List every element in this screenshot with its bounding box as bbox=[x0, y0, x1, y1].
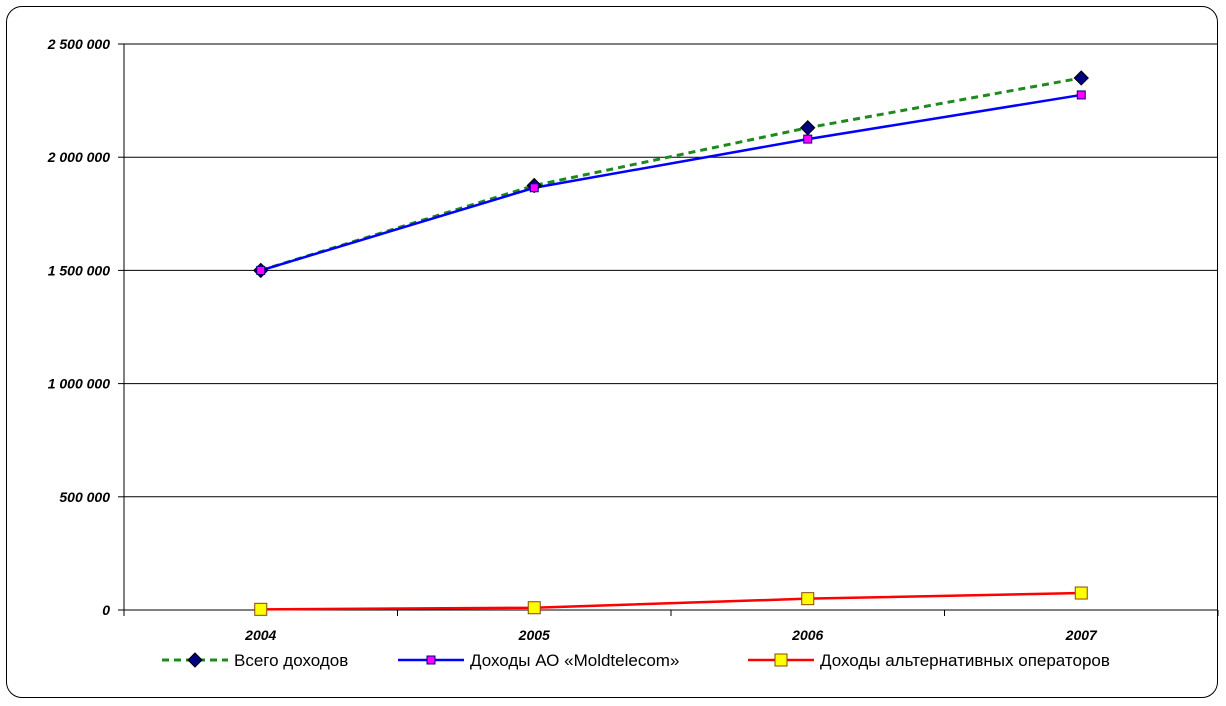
y-tick-label: 2 500 000 bbox=[47, 36, 110, 52]
grid-lines bbox=[124, 43, 1218, 498]
legend-label: Всего доходов bbox=[234, 651, 348, 670]
series bbox=[253, 70, 1089, 616]
x-tick-labels: 2004 2005 2006 2007 bbox=[244, 627, 1098, 643]
data-point bbox=[1073, 70, 1089, 86]
y-tick-label: 2 000 000 bbox=[47, 149, 110, 165]
x-tick-label: 2007 bbox=[1065, 627, 1098, 643]
legend-item: Доходы альтернативных операторов bbox=[748, 651, 1110, 670]
y-tick-label: 1 000 000 bbox=[48, 376, 110, 392]
legend-label: Доходы АО «Moldtelecom» bbox=[470, 651, 679, 670]
x-tick-label: 2005 bbox=[518, 627, 550, 643]
data-point bbox=[803, 134, 813, 144]
data-point bbox=[529, 183, 539, 193]
legend-item: Всего доходов bbox=[162, 651, 348, 670]
legend-label: Доходы альтернативных операторов bbox=[820, 651, 1110, 670]
data-point bbox=[774, 653, 788, 667]
x-tick-label: 2004 bbox=[244, 627, 276, 643]
legend-item: Доходы АО «Moldtelecom» bbox=[398, 651, 679, 670]
series-line bbox=[260, 76, 1082, 272]
series-0 bbox=[260, 76, 1082, 272]
chart-frame bbox=[6, 6, 1218, 698]
y-tick-label: 500 000 bbox=[59, 489, 110, 505]
data-point bbox=[801, 592, 815, 606]
series-markers-0 bbox=[253, 70, 1089, 279]
data-point bbox=[1076, 90, 1086, 100]
y-tick-label: 1 500 000 bbox=[48, 262, 110, 278]
data-point bbox=[187, 652, 203, 668]
data-point bbox=[800, 120, 816, 136]
data-point bbox=[254, 602, 268, 616]
series-1 bbox=[260, 93, 1082, 272]
x-tick-label: 2006 bbox=[791, 627, 823, 643]
series-2 bbox=[260, 591, 1082, 611]
series-markers-2 bbox=[254, 586, 1088, 616]
legend: Всего доходов Доходы АО «Moldtelecom» Дохо… bbox=[162, 651, 1110, 670]
series-line bbox=[260, 591, 1082, 611]
axes bbox=[118, 43, 1219, 616]
series-markers-1 bbox=[256, 90, 1086, 275]
data-point bbox=[1074, 586, 1088, 600]
y-tick-labels: 0 500 000 1 000 000 1 500 000 2 000 000 2 500… bbox=[47, 36, 111, 618]
y-tick-label: 0 bbox=[102, 602, 110, 618]
data-point bbox=[256, 265, 266, 275]
data-point bbox=[527, 601, 541, 615]
data-point bbox=[426, 655, 436, 665]
series-line bbox=[260, 93, 1082, 272]
